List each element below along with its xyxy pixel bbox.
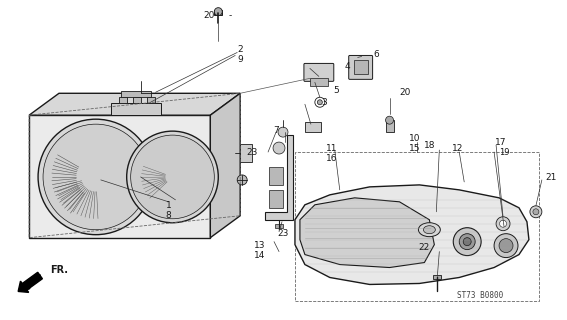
Circle shape xyxy=(499,239,513,252)
Text: 16: 16 xyxy=(326,154,337,163)
Polygon shape xyxy=(29,93,240,115)
Text: 12: 12 xyxy=(451,144,463,153)
Bar xyxy=(386,120,393,132)
Circle shape xyxy=(318,100,322,105)
Text: 4: 4 xyxy=(345,62,350,71)
Polygon shape xyxy=(29,115,210,238)
Circle shape xyxy=(278,127,288,137)
Text: 11: 11 xyxy=(326,144,337,153)
Text: 15: 15 xyxy=(409,144,420,153)
Text: 7: 7 xyxy=(273,126,279,135)
Circle shape xyxy=(273,142,285,154)
Bar xyxy=(354,60,367,74)
Bar xyxy=(214,10,222,15)
Text: 17: 17 xyxy=(495,138,506,147)
Polygon shape xyxy=(295,185,529,284)
Text: ST73 B0800: ST73 B0800 xyxy=(457,291,503,300)
Polygon shape xyxy=(300,198,434,268)
Circle shape xyxy=(386,116,393,124)
Circle shape xyxy=(126,131,218,223)
Circle shape xyxy=(459,234,475,250)
Text: 2: 2 xyxy=(237,45,243,54)
Text: -: - xyxy=(229,11,231,20)
Polygon shape xyxy=(265,135,293,220)
Ellipse shape xyxy=(424,226,435,234)
Circle shape xyxy=(453,228,481,256)
Bar xyxy=(433,275,441,279)
Text: 23: 23 xyxy=(277,229,289,238)
Bar xyxy=(240,144,252,162)
Text: 20: 20 xyxy=(400,88,411,97)
Circle shape xyxy=(43,124,149,230)
Bar xyxy=(269,167,283,185)
Text: 14: 14 xyxy=(253,251,265,260)
Text: FR.: FR. xyxy=(50,265,68,275)
Circle shape xyxy=(500,220,506,227)
Text: 8: 8 xyxy=(166,211,171,220)
Circle shape xyxy=(494,234,518,258)
Text: 1: 1 xyxy=(166,201,171,210)
Bar xyxy=(269,190,283,208)
Bar xyxy=(111,103,160,115)
Text: 6: 6 xyxy=(374,50,379,59)
Text: 18: 18 xyxy=(424,140,435,149)
Text: 5: 5 xyxy=(333,86,338,95)
FancyArrow shape xyxy=(18,272,43,292)
Circle shape xyxy=(237,175,247,185)
FancyBboxPatch shape xyxy=(349,55,373,79)
Circle shape xyxy=(130,135,214,219)
Text: 21: 21 xyxy=(546,173,557,182)
Bar xyxy=(121,91,151,97)
Circle shape xyxy=(530,206,542,218)
Bar xyxy=(305,122,321,132)
Text: 20: 20 xyxy=(203,11,214,20)
Bar xyxy=(119,97,126,103)
Ellipse shape xyxy=(418,223,441,237)
Circle shape xyxy=(496,217,510,231)
Bar xyxy=(147,97,155,103)
Text: 23: 23 xyxy=(247,148,258,156)
Bar xyxy=(275,224,283,228)
Bar xyxy=(133,97,141,103)
Circle shape xyxy=(38,119,154,235)
Bar xyxy=(310,78,328,86)
Text: 13: 13 xyxy=(253,241,265,250)
FancyBboxPatch shape xyxy=(304,63,334,81)
Text: 19: 19 xyxy=(499,148,510,156)
Circle shape xyxy=(533,209,539,215)
Text: 9: 9 xyxy=(237,55,243,64)
Text: 22: 22 xyxy=(418,243,429,252)
Text: 3: 3 xyxy=(321,98,327,107)
Circle shape xyxy=(315,97,325,107)
Circle shape xyxy=(463,238,471,246)
Circle shape xyxy=(214,8,222,16)
Text: 10: 10 xyxy=(409,133,420,143)
Polygon shape xyxy=(210,93,240,238)
Bar xyxy=(295,152,539,301)
